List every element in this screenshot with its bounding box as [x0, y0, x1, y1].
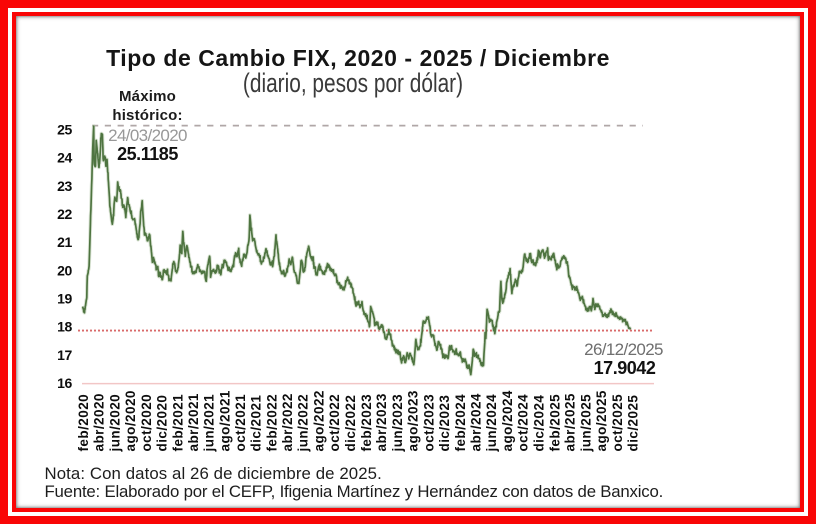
svg-text:dic/2024: dic/2024: [531, 395, 546, 452]
svg-text:ago/2021: ago/2021: [217, 390, 232, 451]
svg-text:ago/2025: ago/2025: [594, 390, 609, 451]
svg-text:24: 24: [57, 150, 72, 166]
svg-text:dic/2021: dic/2021: [249, 395, 264, 452]
svg-text:feb/2020: feb/2020: [76, 394, 91, 452]
svg-text:ago/2023: ago/2023: [406, 390, 421, 451]
svg-text:jun/2023: jun/2023: [390, 394, 405, 453]
svg-text:feb/2025: feb/2025: [547, 394, 562, 452]
svg-text:jun/2020: jun/2020: [107, 394, 122, 453]
svg-text:feb/2023: feb/2023: [359, 394, 374, 452]
svg-text:16: 16: [57, 375, 72, 391]
svg-text:dic/2025: dic/2025: [626, 395, 641, 452]
svg-text:feb/2024: feb/2024: [453, 394, 468, 452]
svg-text:oct/2024: oct/2024: [516, 394, 531, 452]
svg-text:ago/2024: ago/2024: [500, 390, 515, 451]
svg-text:19: 19: [57, 291, 72, 307]
svg-text:oct/2021: oct/2021: [233, 394, 248, 452]
svg-text:20: 20: [57, 262, 72, 278]
svg-text:oct/2022: oct/2022: [327, 394, 342, 452]
svg-text:17: 17: [57, 347, 72, 363]
svg-text:18: 18: [57, 319, 72, 335]
svg-text:jun/2021: jun/2021: [202, 394, 217, 453]
svg-text:abr/2024: abr/2024: [469, 393, 484, 451]
svg-text:25: 25: [57, 122, 72, 138]
svg-text:21: 21: [57, 234, 72, 250]
svg-text:dic/2022: dic/2022: [343, 395, 358, 452]
svg-text:abr/2023: abr/2023: [374, 393, 389, 451]
svg-text:abr/2025: abr/2025: [563, 393, 578, 451]
svg-text:ago/2020: ago/2020: [123, 390, 138, 451]
svg-text:feb/2022: feb/2022: [265, 394, 280, 452]
svg-text:23: 23: [57, 178, 72, 194]
svg-text:feb/2021: feb/2021: [171, 394, 186, 452]
svg-text:dic/2023: dic/2023: [437, 395, 452, 452]
svg-text:jun/2024: jun/2024: [484, 394, 499, 453]
svg-text:jun/2025: jun/2025: [578, 394, 593, 453]
svg-text:oct/2020: oct/2020: [139, 394, 154, 452]
svg-text:ago/2022: ago/2022: [311, 390, 326, 451]
svg-text:abr/2022: abr/2022: [280, 393, 295, 451]
svg-text:22: 22: [57, 206, 72, 222]
svg-text:dic/2020: dic/2020: [155, 395, 170, 452]
svg-text:jun/2022: jun/2022: [296, 394, 311, 453]
svg-text:abr/2020: abr/2020: [92, 393, 107, 451]
svg-text:oct/2023: oct/2023: [421, 394, 436, 452]
svg-text:oct/2025: oct/2025: [610, 394, 625, 452]
svg-text:abr/2021: abr/2021: [186, 393, 201, 451]
